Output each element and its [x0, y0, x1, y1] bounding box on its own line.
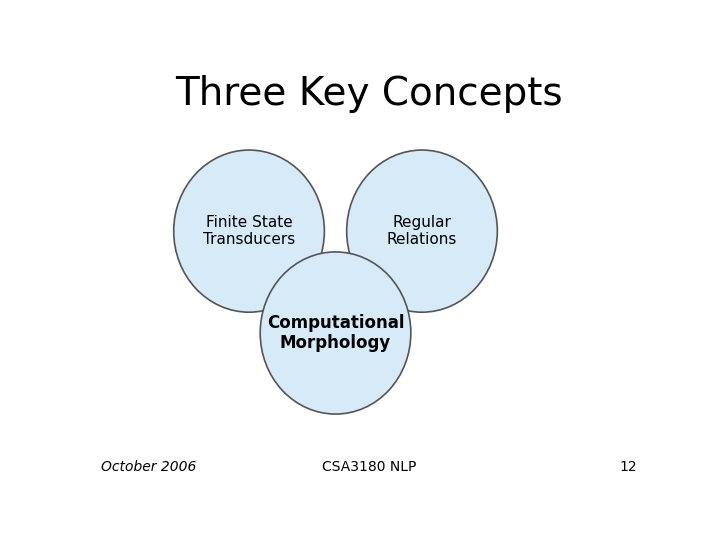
Text: Regular
Relations: Regular Relations: [387, 215, 457, 247]
Ellipse shape: [347, 150, 498, 312]
Text: Three Key Concepts: Three Key Concepts: [175, 75, 563, 113]
Text: October 2006: October 2006: [101, 461, 197, 474]
Text: CSA3180 NLP: CSA3180 NLP: [322, 461, 416, 474]
Ellipse shape: [260, 252, 411, 414]
Text: 12: 12: [619, 461, 637, 474]
Text: Finite State
Transducers: Finite State Transducers: [203, 215, 295, 247]
Ellipse shape: [174, 150, 324, 312]
Text: Computational
Morphology: Computational Morphology: [267, 314, 404, 353]
